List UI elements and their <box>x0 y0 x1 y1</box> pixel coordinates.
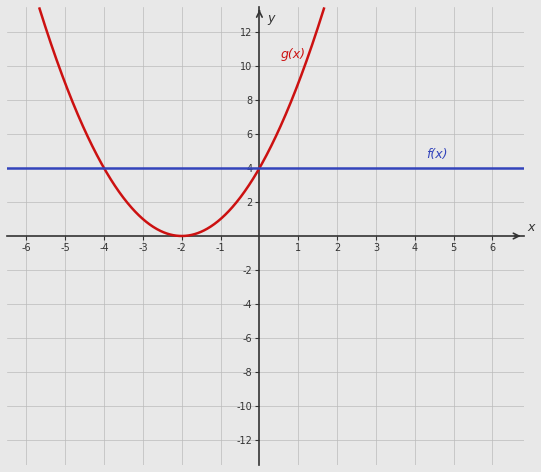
Text: f(x): f(x) <box>426 148 448 161</box>
Text: g(x): g(x) <box>281 48 306 61</box>
Text: x: x <box>527 221 535 234</box>
Text: y: y <box>267 12 275 25</box>
